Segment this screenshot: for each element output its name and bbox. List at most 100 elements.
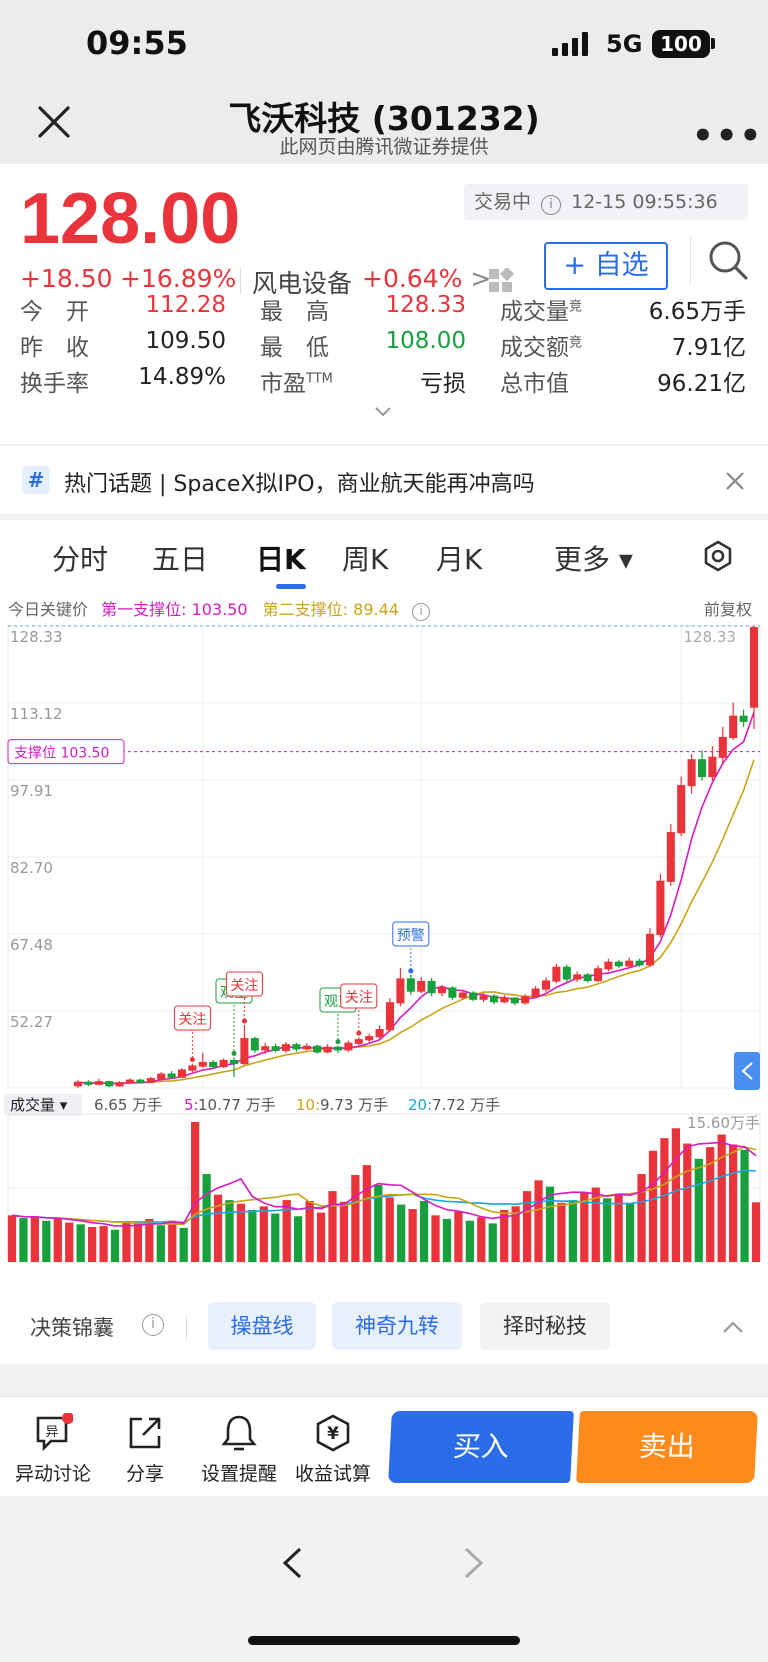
candle-body	[489, 995, 499, 1003]
buy-button[interactable]: 买入	[388, 1411, 574, 1483]
volume-bar	[545, 1186, 555, 1262]
sector-change[interactable]: +0.64% >	[362, 264, 491, 293]
volume-selector: 成交量 ▾	[10, 1096, 68, 1114]
search-icon[interactable]	[706, 238, 750, 282]
ma20-key: 20:	[408, 1096, 432, 1114]
candle-fill	[677, 785, 685, 833]
candle-fill	[542, 980, 550, 990]
close-icon[interactable]	[34, 102, 74, 142]
candle-fill	[480, 996, 488, 1000]
close-icon[interactable]	[724, 470, 746, 492]
candle-fill	[521, 996, 529, 1003]
info-icon[interactable]: i	[142, 1314, 164, 1336]
stat-value: 7.91亿	[671, 335, 746, 361]
candle-body	[167, 1073, 176, 1078]
volume-bar	[316, 1212, 326, 1262]
svg-text:异: 异	[45, 1425, 58, 1440]
action-alert[interactable]: 设置提醒	[194, 1413, 284, 1486]
tab-4[interactable]: 月K	[436, 543, 483, 576]
volume-bar	[694, 1158, 703, 1262]
tab-2[interactable]: 日K	[256, 543, 306, 576]
annotation-dot	[231, 1050, 237, 1056]
volume-bar	[65, 1222, 74, 1262]
volume-bar	[385, 1197, 394, 1262]
volume-max-label: 15.60万手	[687, 1114, 760, 1132]
stat-value: 96.21亿	[657, 371, 746, 397]
quote-panel: 128.00 交易中 i 12-15 09:55:36 +18.50 +16.8…	[0, 164, 768, 444]
action-discussion-label: 异动讨论	[14, 1463, 91, 1485]
more-dots-icon[interactable]: •••	[692, 116, 764, 156]
tab-0[interactable]: 分时	[52, 543, 109, 576]
candle-body	[427, 980, 436, 994]
sell-button[interactable]: 卖出	[576, 1411, 758, 1483]
action-discussion[interactable]: 异 异动讨论	[8, 1413, 98, 1486]
forward-arrow-icon[interactable]	[462, 1546, 486, 1580]
volume-bar	[42, 1220, 51, 1262]
stat-label-text: 市盈	[260, 371, 306, 397]
candle-fill	[656, 881, 664, 935]
candle-body	[313, 1045, 322, 1053]
support-1: 第一支撑位: 103.50	[101, 600, 248, 619]
candle-fill	[386, 1002, 394, 1030]
y-tick-label: 97.91	[10, 782, 53, 800]
bottom-action-bar: 异 异动讨论 分享 设置提醒 ¥ 收益试算	[0, 1396, 768, 1496]
volume-bar	[477, 1217, 486, 1262]
back-arrow-icon[interactable]	[280, 1546, 304, 1580]
hot-topic-banner[interactable]: # 热门话题 | SpaceX拟IPO，商业航天能再冲高吗	[0, 446, 768, 514]
candle-fill	[604, 962, 612, 969]
pill-timing-tips[interactable]: 择时秘技	[480, 1302, 610, 1350]
stat-label: 最 高	[260, 292, 329, 326]
candle-fill	[708, 757, 716, 777]
support-2: 第二支撑位: 89.44	[262, 600, 399, 619]
stat-label-sup: 竞	[569, 299, 583, 315]
stat-label-text: 最 高	[260, 299, 329, 325]
volume-bar	[7, 1215, 17, 1262]
candle-fill	[355, 1039, 363, 1044]
settings-hex-icon[interactable]	[702, 540, 734, 572]
kline-chart-panel: 今日关键价 第一支撑位: 103.50 第二支撑位: 89.44 i 前复权 1…	[0, 594, 768, 1284]
kline-svg[interactable]: 128.33113.1297.9182.7067.4852.2737.06128…	[0, 618, 768, 1280]
volume-ma5-line	[11, 1141, 757, 1227]
volume-bar	[168, 1220, 177, 1262]
volume-bar	[225, 1200, 234, 1262]
stat-label-sup: TTM	[306, 371, 333, 387]
info-icon[interactable]: i	[412, 603, 431, 621]
trade-time: 12-15 09:55:36	[571, 191, 718, 213]
pill-magic-nine[interactable]: 神奇九转	[332, 1302, 462, 1350]
candle-fill	[178, 1070, 186, 1078]
sector-name[interactable]: 风电设备	[252, 269, 353, 298]
chevron-up-icon[interactable]	[722, 1320, 744, 1334]
stat-label-text: 今 开	[20, 299, 89, 325]
tab-1[interactable]: 五日	[152, 543, 209, 576]
status-bar: 09:55 5G 100	[0, 0, 768, 90]
apps-grid-icon[interactable]	[488, 268, 514, 294]
pill-operation-line[interactable]: 操盘线	[208, 1302, 316, 1350]
add-watchlist-button[interactable]: + 自选	[544, 242, 668, 290]
volume-bar	[236, 1203, 246, 1262]
volume-bar	[557, 1202, 566, 1262]
volume-bar	[179, 1227, 188, 1262]
action-share[interactable]: 分享	[100, 1413, 190, 1486]
expand-chevron-icon[interactable]	[374, 406, 392, 418]
volume-bar	[683, 1143, 692, 1262]
tab-5[interactable]: 更多 ▾	[554, 543, 633, 576]
stat-label: 最 低	[260, 328, 329, 362]
divider	[240, 268, 241, 294]
candle-body	[614, 961, 623, 967]
action-calculator-label: 收益试算	[294, 1463, 371, 1485]
candle-fill	[729, 716, 737, 738]
volume-bar	[202, 1174, 211, 1262]
battery-icon: 100	[652, 30, 710, 58]
candle-body	[250, 1038, 259, 1051]
key-price-label: 今日关键价	[8, 600, 89, 619]
page-title: 飞沃科技 (301232)	[228, 99, 540, 138]
annotation-box	[225, 971, 263, 997]
tab-3[interactable]: 周K	[342, 543, 389, 576]
home-indicator	[248, 1636, 520, 1645]
annotation-label: 关注	[178, 1012, 206, 1028]
sector-change-value: +0.64%	[362, 264, 463, 293]
adjust-mode[interactable]: 前复权	[704, 600, 753, 619]
info-icon[interactable]: i	[541, 195, 562, 215]
action-calculator[interactable]: ¥ 收益试算	[288, 1413, 378, 1486]
